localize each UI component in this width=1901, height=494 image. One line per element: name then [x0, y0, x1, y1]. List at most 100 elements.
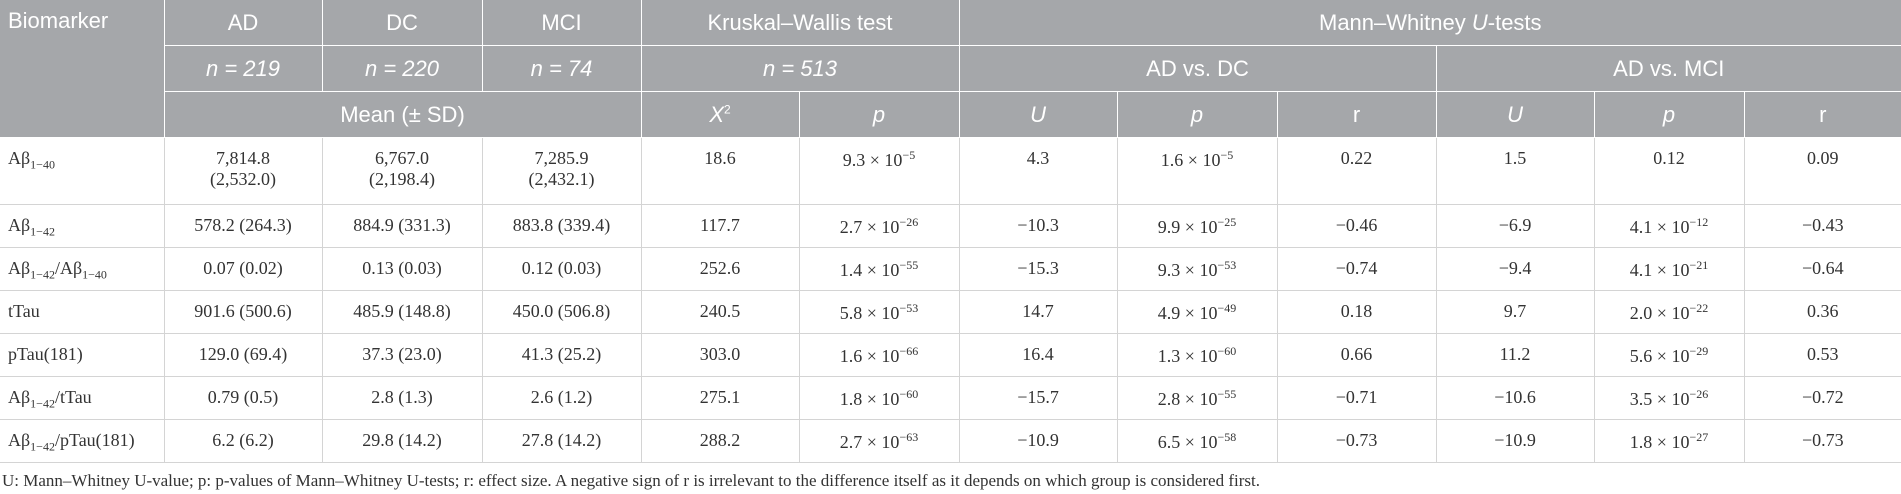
- cell: 11.2: [1435, 333, 1595, 377]
- cell: 0.18: [1276, 290, 1437, 334]
- text: 9.3 × 10: [842, 150, 903, 170]
- text: /Aβ: [54, 258, 83, 278]
- cell: −9.4: [1435, 247, 1595, 291]
- text: 578.2 (264.3): [194, 215, 292, 235]
- text: n = 74: [530, 55, 593, 81]
- text: 2.8 (1.3): [371, 387, 433, 407]
- row-label: Aβ1−40: [0, 137, 164, 205]
- superscript: −55: [899, 258, 919, 272]
- text: 6.2 (6.2): [212, 430, 274, 450]
- superscript: −25: [1217, 215, 1237, 229]
- text-line: (2,532.0): [210, 169, 276, 189]
- cell: −6.9: [1435, 204, 1595, 248]
- text: AD vs. MCI: [1613, 55, 1725, 81]
- text: 901.6 (500.6): [194, 301, 292, 321]
- cell: 884.9 (331.3): [321, 204, 482, 248]
- superscript: −5: [1220, 148, 1234, 162]
- text: r: [1819, 101, 1827, 127]
- cell: 1.8 × 10−60: [798, 376, 960, 420]
- cell: 0.07 (0.02): [163, 247, 322, 291]
- cell: 0.22: [1276, 137, 1437, 205]
- cell: 883.8 (339.4): [481, 204, 641, 248]
- text: p: [872, 101, 886, 127]
- cell: 485.9 (148.8): [321, 290, 482, 334]
- superscript: −27: [1689, 430, 1709, 444]
- cell: 2.7 × 10−26: [798, 204, 960, 248]
- cell: 0.13 (0.03): [321, 247, 482, 291]
- cell: 4.3: [958, 137, 1118, 205]
- text: 2.7 × 10: [839, 217, 900, 237]
- superscript: −22: [1689, 301, 1709, 315]
- cell: 0.53: [1743, 333, 1901, 377]
- text: −10.9: [1017, 430, 1059, 450]
- text: AD: [227, 9, 259, 35]
- superscript: −55: [1217, 387, 1237, 401]
- cell: 578.2 (264.3): [163, 204, 322, 248]
- text: −0.43: [1801, 215, 1844, 235]
- text: n = 219: [205, 55, 280, 81]
- cell: 288.2: [640, 419, 799, 463]
- text-line: 7,285.9: [534, 148, 589, 168]
- text: -tests: [1487, 9, 1542, 35]
- cell: 0.66: [1276, 333, 1437, 377]
- text: n = 513: [763, 55, 838, 81]
- text: 0.12 (0.03): [521, 258, 602, 278]
- header-cell: MCI: [481, 0, 641, 46]
- cell: −15.7: [958, 376, 1118, 420]
- header-cell: n = 220: [321, 45, 482, 92]
- cell: 37.3 (23.0): [321, 333, 482, 377]
- cell: −10.9: [1435, 419, 1595, 463]
- cell: 1.4 × 10−55: [798, 247, 960, 291]
- cell: 0.36: [1743, 290, 1901, 334]
- text: 1.4 × 10: [839, 260, 900, 280]
- text: Kruskal–Wallis test: [707, 9, 893, 35]
- text: 0.79 (0.5): [207, 387, 279, 407]
- text: 883.8 (339.4): [512, 215, 611, 235]
- header-cell: n = 74: [481, 45, 641, 92]
- subscript: 1−42: [30, 224, 55, 239]
- cell: 4.9 × 10−49: [1116, 290, 1278, 334]
- superscript: −60: [1217, 344, 1237, 358]
- cell: 4.1 × 10−12: [1593, 204, 1745, 248]
- row-label: Aβ1−42: [0, 204, 164, 248]
- cell: 1.8 × 10−27: [1593, 419, 1745, 463]
- superscript: −53: [1217, 258, 1237, 272]
- text: 303.0: [699, 344, 741, 364]
- superscript: −66: [899, 344, 919, 358]
- footnote: U: Mann–Whitney U-value; p: p-values of …: [2, 471, 1260, 490]
- text: p: [1190, 101, 1204, 127]
- text: 0.22: [1340, 148, 1373, 168]
- header-cell: U: [958, 91, 1118, 138]
- text: 1.6 × 10: [839, 346, 900, 366]
- text: Aβ: [8, 430, 31, 450]
- text: 5.8 × 10: [839, 303, 900, 323]
- text: 4.9 × 10: [1157, 303, 1218, 323]
- text: −0.46: [1335, 215, 1378, 235]
- superscript: −5: [902, 148, 916, 162]
- header-cell: U: [1435, 91, 1595, 138]
- text: 0.07 (0.02): [203, 258, 283, 278]
- text: 9.3 × 10: [1157, 260, 1218, 280]
- cell: −0.43: [1743, 204, 1901, 248]
- cell: 14.7: [958, 290, 1118, 334]
- cell: 303.0: [640, 333, 799, 377]
- cell: 9.3 × 10−53: [1116, 247, 1278, 291]
- cell: 6.5 × 10−58: [1116, 419, 1278, 463]
- header-cell: p: [798, 91, 960, 138]
- text: /tTau: [54, 387, 92, 407]
- header-cell: n = 513: [640, 45, 960, 92]
- header-cell: r: [1743, 91, 1901, 138]
- cell: 3.5 × 10−26: [1593, 376, 1745, 420]
- cell: −0.64: [1743, 247, 1901, 291]
- text: 288.2: [699, 430, 741, 450]
- text: 29.8 (14.2): [362, 430, 442, 450]
- cell: 41.3 (25.2): [481, 333, 641, 377]
- text: 41.3 (25.2): [521, 344, 602, 364]
- text: 450.0 (506.8): [512, 301, 611, 321]
- cell: 450.0 (506.8): [481, 290, 641, 334]
- header-cell: Biomarker: [0, 0, 164, 138]
- text: 0.66: [1340, 344, 1373, 364]
- superscript: −29: [1689, 344, 1709, 358]
- text: 117.7: [700, 215, 740, 235]
